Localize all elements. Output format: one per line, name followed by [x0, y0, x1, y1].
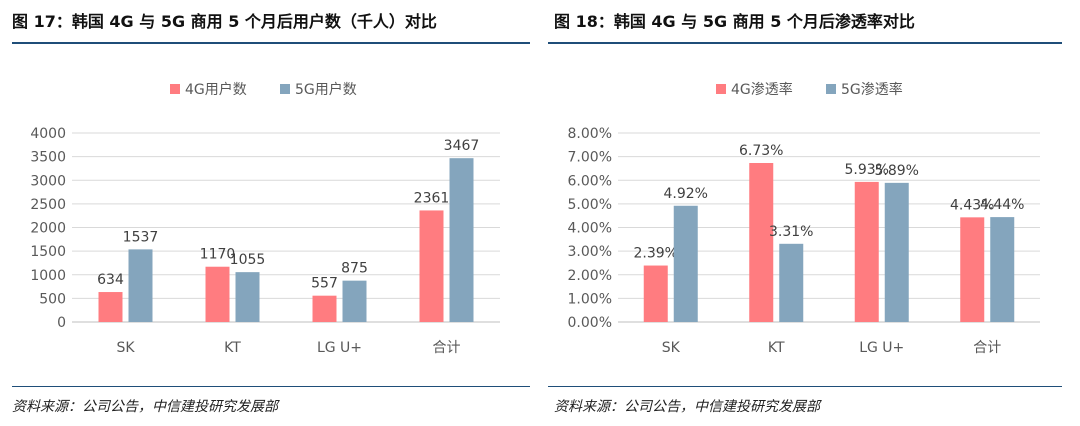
figure-17-source: 资料来源：公司公告，中信建投研究发展部	[12, 399, 278, 415]
y-tick-label: 4.00%	[568, 221, 612, 237]
legend-swatch-5g	[826, 84, 836, 94]
data-label-5g: 3467	[444, 138, 480, 154]
legend-swatch-4g	[716, 84, 726, 94]
data-label-5g: 1537	[123, 229, 159, 245]
legend-label-4g: 4G渗透率	[731, 81, 793, 98]
x-category-label: LG U+	[317, 340, 362, 356]
y-tick-label: 2000	[30, 221, 66, 237]
legend-label-5g: 5G渗透率	[841, 81, 903, 98]
figure-18-top-rule	[548, 42, 1062, 44]
figure-17-bottom-rule	[12, 386, 530, 387]
data-label-4g: 5.93%	[845, 162, 889, 178]
data-label-4g: 2.39%	[634, 246, 678, 262]
bar-5g	[342, 280, 367, 322]
figure-18-bottom-rule	[548, 386, 1062, 387]
x-category-label: 合计	[973, 340, 1001, 356]
data-label-4g: 557	[311, 276, 338, 292]
legend-swatch-4g	[170, 84, 180, 94]
y-tick-label: 6.00%	[568, 173, 612, 189]
bar-4g	[854, 181, 879, 322]
y-tick-label: 3000	[30, 173, 66, 189]
data-label-5g: 4.44%	[980, 197, 1024, 213]
figure-17-top-rule	[12, 42, 530, 44]
legend-swatch-5g	[280, 84, 290, 94]
data-label-4g: 2361	[414, 190, 450, 206]
x-category-label: KT	[224, 340, 241, 356]
bar-5g	[235, 272, 260, 322]
bar-4g	[749, 163, 774, 322]
y-tick-label: 2500	[30, 197, 66, 213]
figure-17-panel: 图 17：韩国 4G 与 5G 商用 5 个月后用户数（千人）对比 4G用户数 5…	[0, 0, 530, 426]
bar-5g	[128, 249, 153, 322]
bar-5g	[884, 182, 909, 322]
bar-4g	[643, 265, 668, 322]
y-tick-label: 1000	[30, 268, 66, 284]
data-label-5g: 875	[341, 261, 368, 277]
data-label-5g: 1055	[230, 252, 266, 268]
bar-4g	[205, 266, 230, 322]
y-tick-label: 5.00%	[568, 197, 612, 213]
figure-17-title: 图 17：韩国 4G 与 5G 商用 5 个月后用户数（千人）对比	[12, 12, 437, 31]
bar-4g	[98, 292, 123, 322]
x-category-label: SK	[116, 340, 135, 356]
y-tick-label: 500	[39, 291, 66, 307]
x-category-label: 合计	[433, 340, 461, 356]
bar-4g	[312, 295, 337, 322]
data-label-5g: 3.31%	[769, 224, 813, 240]
bar-5g	[673, 205, 698, 322]
y-tick-label: 3.00%	[568, 244, 612, 260]
x-category-label: LG U+	[859, 340, 904, 356]
data-label-4g: 6.73%	[739, 143, 783, 159]
y-tick-label: 7.00%	[568, 150, 612, 166]
figure-17-chart: 4G用户数 5G用户数 0 500 1000 1500 2000 2500 3000 3500 40…	[30, 81, 500, 356]
bar-5g	[449, 158, 474, 322]
bar-5g	[990, 217, 1015, 322]
data-label-5g: 5.89%	[875, 163, 919, 179]
y-tick-label: 0	[57, 315, 66, 331]
y-tick-label: 1.00%	[568, 291, 612, 307]
data-label-4g: 4.43%	[950, 197, 994, 213]
figure-18-panel: 图 18：韩国 4G 与 5G 商用 5 个月后渗透率对比 4G渗透率 5G渗透率…	[548, 0, 1080, 426]
legend-label-5g: 5G用户数	[295, 81, 357, 98]
y-tick-label: 4000	[30, 126, 66, 142]
data-label-4g: 634	[97, 272, 124, 288]
y-tick-label: 8.00%	[568, 126, 612, 142]
data-label-4g: 1170	[200, 247, 236, 263]
figure-18-chart: 4G渗透率 5G渗透率 0.00% 1.00% 2.00% 3.00% 4.00% 5.00%…	[568, 81, 1040, 356]
y-tick-label: 0.00%	[568, 315, 612, 331]
y-tick-label: 3500	[30, 150, 66, 166]
figure-18-source: 资料来源：公司公告，中信建投研究发展部	[554, 399, 820, 415]
x-category-label: SK	[662, 340, 681, 356]
x-category-label: KT	[768, 340, 785, 356]
y-tick-label: 1500	[30, 244, 66, 260]
figure-18-title: 图 18：韩国 4G 与 5G 商用 5 个月后渗透率对比	[554, 12, 915, 31]
legend-label-4g: 4G用户数	[185, 81, 247, 98]
data-label-5g: 4.92%	[664, 186, 708, 202]
bar-4g	[960, 217, 985, 322]
bar-4g	[419, 210, 444, 322]
y-tick-label: 2.00%	[568, 268, 612, 284]
bar-5g	[779, 243, 804, 322]
